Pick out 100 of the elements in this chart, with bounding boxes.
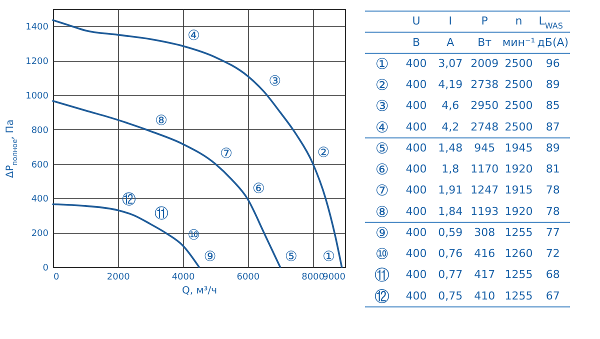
- annotation: ⑪: [154, 206, 168, 222]
- text: 417: [474, 268, 496, 282]
- annotation: ⑤: [284, 249, 298, 265]
- text: 85: [546, 99, 560, 112]
- text: 1915: [504, 184, 533, 197]
- text: 2950: [470, 99, 499, 112]
- text: 1,48: [438, 141, 463, 154]
- text: 1920: [504, 204, 533, 218]
- text: 2009: [470, 56, 499, 70]
- text: дБ(А): [537, 36, 569, 49]
- text: 0,75: [438, 289, 463, 302]
- text: 400: [406, 56, 427, 70]
- text: 78: [546, 204, 560, 218]
- text: 1,84: [438, 204, 463, 218]
- text: 0,76: [438, 247, 463, 260]
- text: 1247: [470, 184, 499, 197]
- text: 2738: [470, 78, 499, 92]
- text: 72: [546, 247, 560, 260]
- text: 400: [406, 99, 427, 112]
- text: 78: [546, 184, 560, 197]
- text: 0,77: [438, 268, 463, 282]
- text: 1945: [504, 141, 533, 154]
- text: 2500: [504, 99, 533, 112]
- x-tick-label: 0: [54, 272, 60, 282]
- text: 400: [406, 162, 427, 176]
- text: 4,6: [442, 99, 460, 112]
- text: 400: [406, 226, 427, 239]
- y-tick-label: 0: [42, 264, 49, 274]
- text: 400: [406, 204, 427, 218]
- annotation: ⑨: [204, 249, 216, 265]
- text: 67: [546, 289, 560, 302]
- text: 4,2: [442, 120, 460, 134]
- text: ③: [375, 97, 389, 116]
- text: ②: [375, 76, 389, 94]
- x-tick-label: 2000: [106, 272, 130, 282]
- text: 400: [406, 268, 427, 282]
- text: 1193: [470, 204, 499, 218]
- text: 2500: [504, 120, 533, 134]
- y-tick-label: 1000: [26, 92, 49, 102]
- text: 2748: [470, 120, 499, 134]
- text: U: [412, 14, 420, 28]
- text: 2500: [504, 78, 533, 92]
- text: ⑩: [375, 245, 389, 264]
- text: 400: [406, 78, 427, 92]
- text: ⑨: [375, 224, 389, 242]
- line-series: [52, 100, 282, 268]
- text: 96: [546, 56, 560, 70]
- text: 2500: [504, 56, 533, 70]
- text: 1255: [504, 289, 533, 302]
- text: 1255: [504, 226, 533, 239]
- text: ①: [375, 54, 389, 73]
- text: P: [481, 14, 488, 28]
- text: В: [412, 36, 420, 49]
- text: 400: [406, 141, 427, 154]
- annotation: ⑧: [155, 113, 168, 130]
- text: А: [446, 36, 455, 49]
- annotation: ⑦: [220, 146, 233, 162]
- text: 400: [406, 247, 427, 260]
- text: ⑦: [375, 182, 389, 200]
- x-tick-label: 8000: [302, 272, 325, 282]
- text: 1170: [470, 162, 499, 176]
- y-tick-label: 600: [31, 160, 49, 170]
- text: I: [448, 14, 452, 28]
- text: мин⁻¹: [502, 36, 536, 49]
- text: ④: [375, 118, 389, 136]
- text: 400: [406, 120, 427, 134]
- y-tick-label: 1400: [26, 22, 49, 33]
- x-tick-label: 6000: [236, 272, 260, 282]
- annotation: ④: [187, 28, 200, 44]
- text: 0,59: [438, 226, 463, 239]
- text: ⑥: [375, 160, 389, 179]
- text: 3,07: [438, 56, 463, 70]
- text: 89: [546, 78, 560, 92]
- text: 416: [474, 247, 496, 260]
- text: ⑧: [375, 202, 389, 221]
- text: 4,19: [438, 78, 463, 92]
- text: 68: [546, 268, 560, 282]
- text: n: [515, 14, 522, 28]
- annotation: ⑥: [252, 181, 265, 198]
- text: ⑤: [375, 139, 389, 158]
- text: 1,8: [442, 162, 460, 176]
- text: ⑫: [374, 287, 390, 306]
- annotation: ②: [317, 144, 330, 161]
- text: Вт: [478, 36, 492, 49]
- text: 945: [474, 141, 496, 154]
- text: 81: [546, 162, 560, 176]
- text: 77: [546, 226, 560, 239]
- x-tick-label: 9000: [322, 272, 346, 282]
- line-series: [52, 19, 343, 268]
- y-tick-label: 200: [31, 229, 49, 240]
- text: 400: [406, 289, 427, 302]
- y-tick-label: 400: [31, 194, 49, 205]
- y-tick-label: 800: [31, 126, 49, 136]
- text: 1,91: [438, 184, 463, 197]
- y-tick-label: 1200: [26, 57, 49, 68]
- x-tick-label: 4000: [172, 272, 196, 282]
- text: 89: [546, 141, 560, 154]
- text: 1920: [504, 162, 533, 176]
- text: 1255: [504, 268, 533, 282]
- text: 308: [474, 226, 496, 239]
